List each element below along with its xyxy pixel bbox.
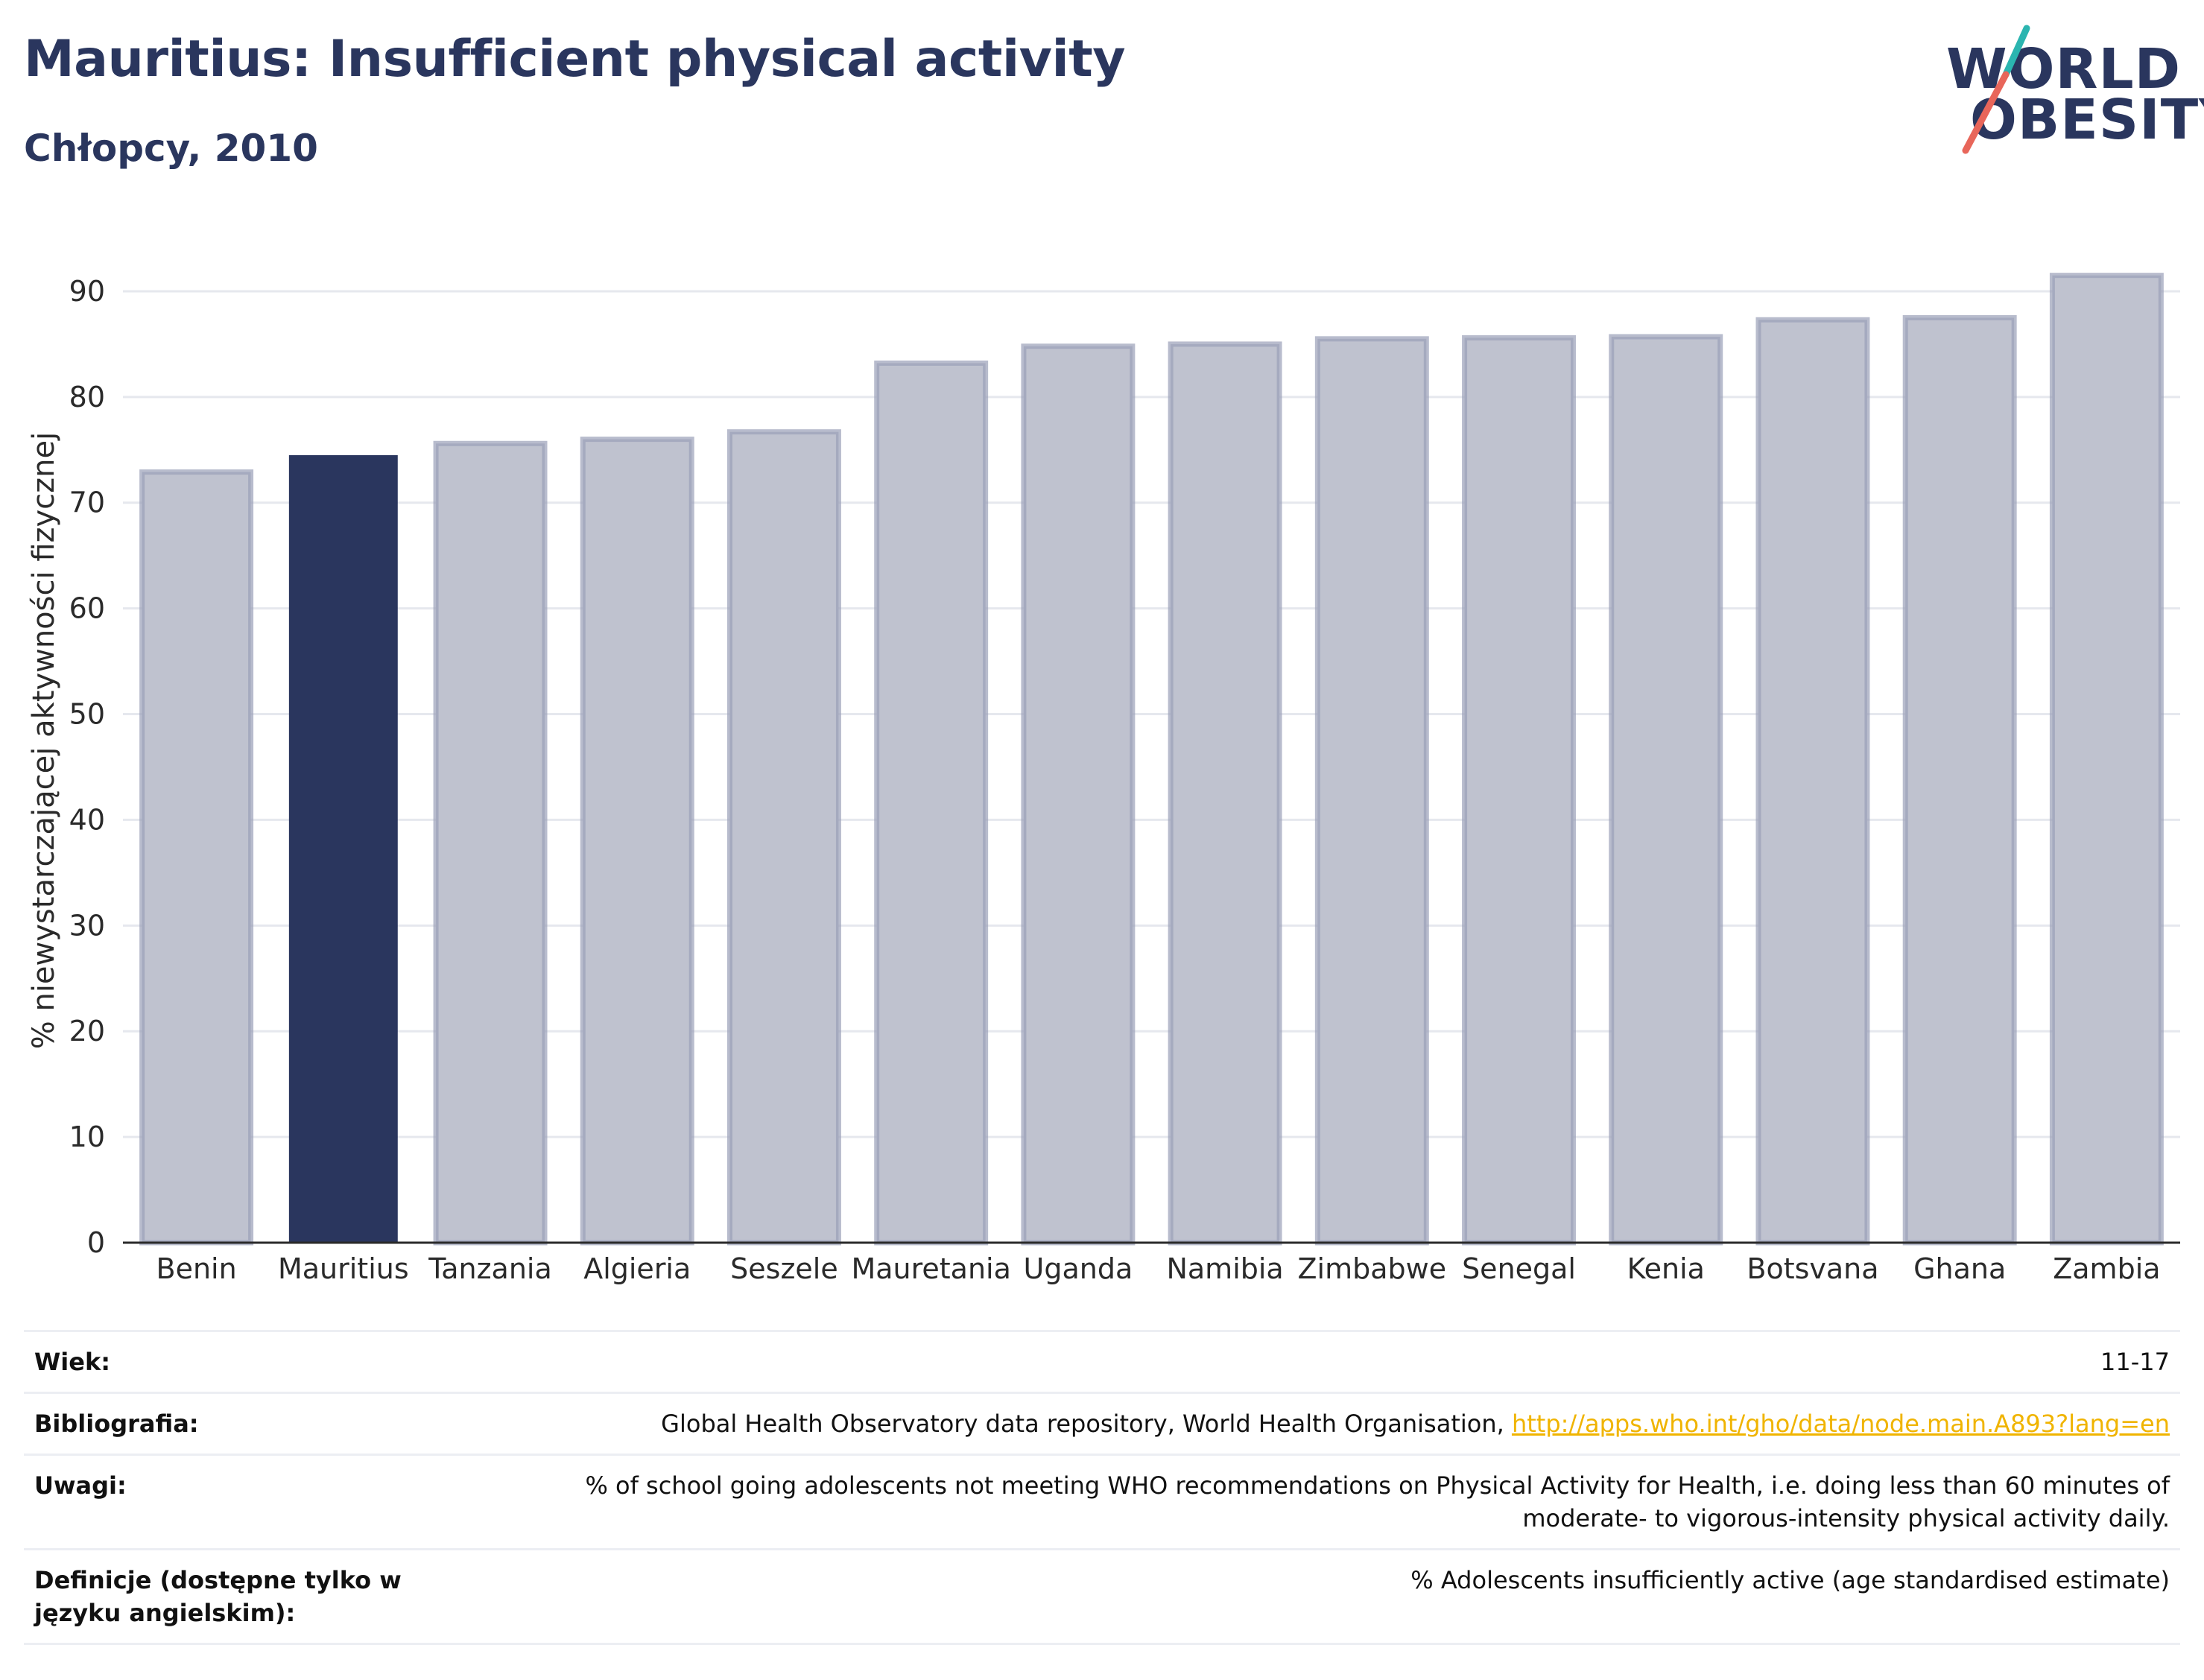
chart-title: Mauritius: Insufficient physical activit…	[24, 30, 1126, 89]
x-tick-label: Zambia	[2053, 1252, 2160, 1285]
logo-line-2: OBESITY	[1970, 88, 2204, 152]
logo-slash-icon	[1962, 25, 2030, 154]
meta-label-notes: Uwagi:	[34, 1471, 127, 1500]
meta-value-definitions: % Adolescents insufficiently active (age…	[1410, 1566, 2170, 1594]
bar	[288, 454, 398, 1243]
meta-row-notes: Uwagi: % of school going adolescents not…	[24, 1454, 2180, 1548]
y-tick-label: 10	[69, 1120, 105, 1153]
y-tick-label: 70	[69, 486, 105, 519]
meta-label-age: Wiek:	[34, 1348, 111, 1376]
world-obesity-logo[interactable]: WORLD OBESITY	[1937, 22, 2204, 156]
meta-label-definitions: Definicje (dostępne tylko w języku angie…	[34, 1566, 402, 1627]
meta-row-bibliography: Bibliografia: Global Health Observatory …	[24, 1392, 2180, 1454]
bar	[1609, 334, 1723, 1246]
bar	[580, 437, 694, 1246]
x-tick-label: Mauritius	[278, 1252, 409, 1285]
x-tick-label: Seszele	[730, 1252, 838, 1285]
x-tick-label: Algieria	[583, 1252, 691, 1285]
y-tick-label: 40	[69, 803, 105, 836]
metadata-table: Wiek: 11-17 Bibliografia: Global Health …	[24, 1330, 2180, 1645]
logo-line-1: WORLD	[1946, 37, 2182, 101]
bar	[433, 440, 548, 1246]
x-tick-label: Uganda	[1024, 1252, 1133, 1285]
bar	[1755, 317, 1870, 1246]
bar	[1168, 341, 1282, 1246]
meta-label-bibliography: Bibliografia:	[34, 1410, 199, 1438]
bar	[1462, 335, 1577, 1246]
x-tick-label: Benin	[156, 1252, 237, 1285]
bar	[2049, 273, 2164, 1246]
y-tick-label: 30	[69, 909, 105, 942]
y-tick-label: 20	[69, 1015, 105, 1047]
y-tick-label: 0	[87, 1226, 105, 1259]
bar	[726, 429, 841, 1246]
bar	[1902, 314, 2017, 1246]
meta-row-definitions: Definicje (dostępne tylko w języku angie…	[24, 1548, 2180, 1645]
meta-value-age: 11-17	[2100, 1348, 2170, 1376]
x-tick-label: Mauretania	[851, 1252, 1010, 1285]
y-tick-label: 60	[69, 592, 105, 625]
bibliography-text: Global Health Observatory data repositor…	[661, 1410, 1512, 1438]
meta-row-age: Wiek: 11-17	[24, 1330, 2180, 1392]
y-tick-label: 90	[69, 275, 105, 308]
bar	[874, 360, 989, 1246]
bibliography-link[interactable]: http://apps.who.int/gho/data/node.main.A…	[1511, 1410, 2170, 1438]
y-axis-label: % niewystarczającej aktywności fizycznej	[27, 432, 61, 1050]
y-tick-label: 80	[69, 381, 105, 413]
bar-chart: 0 10 20 30 40 50 60 70 80 90 Benin Mauritius Tanzani…	[27, 273, 2180, 1285]
bar	[1021, 343, 1136, 1246]
x-tick-label: Botsvana	[1747, 1252, 1878, 1285]
x-tick-label: Senegal	[1462, 1252, 1576, 1285]
x-tick-label: Ghana	[1913, 1252, 2006, 1285]
bar	[1314, 336, 1429, 1246]
bar	[139, 469, 254, 1246]
meta-value-bibliography: Global Health Observatory data repositor…	[661, 1407, 2170, 1440]
x-tick-label: Kenia	[1627, 1252, 1705, 1285]
y-tick-label: 50	[69, 698, 105, 731]
x-tick-label: Namibia	[1166, 1252, 1283, 1285]
x-tick-label: Tanzania	[428, 1252, 551, 1285]
chart-subtitle: Chłopcy, 2010	[24, 127, 318, 170]
x-tick-label: Zimbabwe	[1298, 1252, 1447, 1285]
meta-value-notes: % of school going adolescents not meetin…	[585, 1471, 2170, 1532]
